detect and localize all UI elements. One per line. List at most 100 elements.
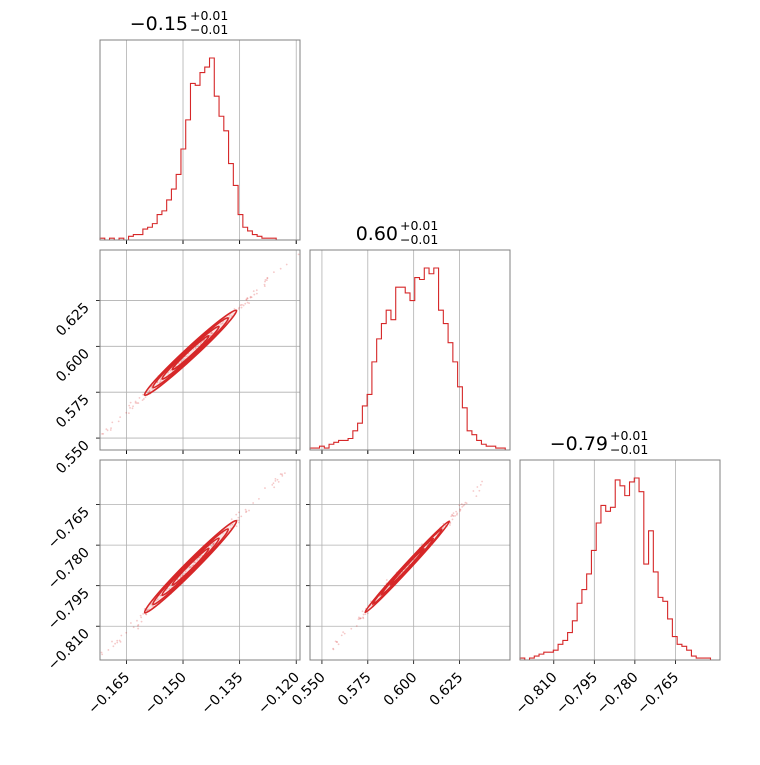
sample-point bbox=[519, 442, 521, 444]
sample-point bbox=[452, 512, 455, 515]
sample-point bbox=[194, 347, 197, 350]
sample-point bbox=[450, 515, 453, 518]
histogram-0 bbox=[99, 57, 300, 241]
y-tick-label: −0.765 bbox=[45, 504, 93, 552]
sample-point bbox=[245, 298, 248, 301]
sample-point bbox=[179, 575, 182, 578]
density-2-0 bbox=[42, 432, 330, 715]
sample-point bbox=[272, 482, 275, 485]
sample-point bbox=[139, 614, 142, 617]
sample-point bbox=[140, 616, 143, 619]
contour-level-1 bbox=[152, 317, 230, 389]
panel-frame-0-0 bbox=[99, 39, 301, 241]
sample-point bbox=[137, 623, 140, 626]
panel-frame-1-0 bbox=[99, 249, 301, 451]
sample-point bbox=[145, 609, 148, 612]
sample-point bbox=[132, 626, 135, 629]
sample-point bbox=[221, 322, 224, 325]
panel-frame-2-1 bbox=[309, 459, 511, 661]
sample-point bbox=[114, 642, 116, 645]
sample-point bbox=[86, 672, 88, 674]
sample-point bbox=[142, 612, 145, 615]
sample-point bbox=[342, 631, 345, 634]
sample-point bbox=[449, 524, 451, 526]
sample-point bbox=[246, 301, 249, 304]
sample-point bbox=[463, 503, 466, 506]
sample-point bbox=[130, 622, 132, 624]
sample-point bbox=[42, 713, 44, 715]
sample-point bbox=[209, 334, 212, 337]
sample-point bbox=[196, 559, 199, 561]
sample-point bbox=[350, 627, 353, 630]
sample-point bbox=[343, 632, 346, 635]
sample-point bbox=[459, 508, 461, 511]
param-title-1-value: 0.60 bbox=[356, 223, 398, 245]
panel-2-2 bbox=[553, 460, 676, 664]
sample-point bbox=[266, 277, 269, 279]
sample-point bbox=[129, 401, 132, 404]
contour-fill bbox=[143, 519, 238, 614]
sample-point bbox=[454, 514, 457, 517]
sample-point bbox=[328, 432, 330, 434]
sample-point bbox=[475, 495, 478, 497]
sample-point bbox=[238, 306, 241, 309]
sample-point bbox=[109, 429, 112, 431]
sample-point bbox=[249, 295, 252, 298]
sample-point bbox=[255, 289, 258, 292]
sample-point bbox=[355, 625, 358, 627]
panel-frame-2-0 bbox=[99, 459, 301, 661]
sample-point bbox=[245, 510, 248, 513]
contour-level-3 bbox=[171, 547, 210, 587]
sample-point bbox=[213, 542, 216, 544]
sample-point bbox=[452, 515, 455, 518]
sample-point bbox=[144, 396, 147, 399]
sample-point bbox=[93, 445, 95, 447]
sample-point bbox=[240, 515, 243, 518]
sample-point bbox=[112, 645, 115, 648]
contour-level-1 bbox=[152, 528, 230, 606]
sample-point bbox=[131, 407, 134, 410]
sample-point bbox=[180, 360, 183, 363]
x-tick-label: 0.625 bbox=[427, 670, 467, 710]
sample-point bbox=[244, 508, 247, 511]
sample-point bbox=[283, 472, 286, 474]
sample-point bbox=[212, 543, 215, 545]
x-tick-label: −0.765 bbox=[634, 670, 682, 718]
sample-point bbox=[242, 304, 245, 307]
sample-point bbox=[455, 513, 458, 516]
sample-point bbox=[148, 390, 151, 393]
sample-point bbox=[361, 610, 364, 613]
sample-point bbox=[116, 641, 119, 644]
sample-point bbox=[241, 303, 243, 306]
sample-point bbox=[211, 332, 213, 335]
sample-point bbox=[461, 505, 464, 508]
contour-level-3 bbox=[389, 547, 425, 586]
sample-point bbox=[478, 489, 481, 492]
sample-point bbox=[212, 542, 215, 545]
sample-point bbox=[177, 362, 180, 365]
sample-point bbox=[332, 648, 335, 651]
sample-point bbox=[281, 474, 284, 477]
sample-point bbox=[279, 267, 282, 270]
sample-point bbox=[107, 649, 110, 651]
sample-point bbox=[134, 400, 137, 403]
sample-point bbox=[385, 579, 388, 581]
sample-point bbox=[134, 401, 137, 404]
sample-point bbox=[296, 457, 298, 459]
sample-point bbox=[449, 522, 452, 524]
histogram-2 bbox=[519, 477, 720, 661]
sample-point bbox=[148, 608, 150, 611]
sample-point bbox=[476, 486, 479, 488]
x-tick-label: 0.575 bbox=[335, 670, 375, 710]
panel-frame-2-2 bbox=[519, 459, 721, 661]
sample-point bbox=[150, 386, 153, 388]
sample-point bbox=[246, 297, 249, 299]
contour-level-3 bbox=[171, 334, 210, 371]
sample-point bbox=[273, 486, 276, 489]
sample-point bbox=[231, 523, 234, 526]
sample-point bbox=[119, 640, 122, 643]
sample-point bbox=[136, 624, 139, 627]
sample-point bbox=[146, 608, 149, 611]
sample-point bbox=[308, 673, 310, 675]
